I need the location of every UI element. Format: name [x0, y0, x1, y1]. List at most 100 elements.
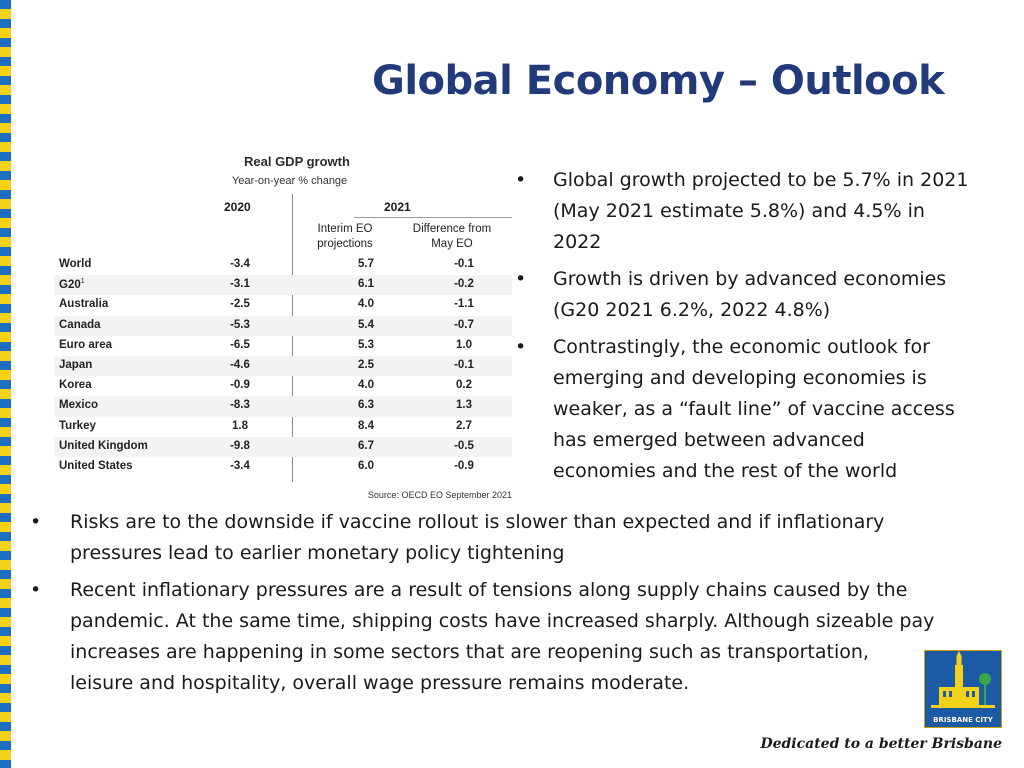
value-difference: -0.7: [454, 318, 474, 331]
table-row: Japan -4.6 2.5 -0.1: [54, 355, 512, 377]
value-difference: -0.1: [454, 258, 474, 270]
value-2020: -3.4: [230, 258, 250, 270]
table-row: United Kingdom -9.8 6.7 -0.5: [54, 436, 512, 457]
country-name: Australia: [59, 298, 108, 310]
table-subtitle: Year-on-year % change: [232, 175, 348, 187]
table-row: G201 -3.1 6.1 -0.2: [54, 275, 512, 296]
value-difference: -0.2: [454, 278, 474, 291]
value-2020: -6.5: [230, 338, 250, 351]
header-divider: [354, 217, 512, 218]
bullet-item: • Contrastingly, the economic outlook for…: [513, 332, 971, 487]
country-name: United States: [59, 460, 133, 472]
value-difference: 2.7: [456, 419, 472, 432]
column-header-interim-line1: Interim EO: [317, 223, 373, 235]
bullets-bottom: • Risks are to the downside if vaccine ro…: [28, 507, 938, 705]
logo-text: BRISBANE CITY: [933, 716, 993, 724]
country-label: Turkey: [59, 419, 96, 432]
value-interim-2021: 4.0: [358, 379, 374, 392]
value-interim-2021: 6.7: [358, 439, 374, 452]
bullet-item: • Risks are to the downside if vaccine ro…: [28, 507, 938, 569]
bullet-item: • Recent inflationary pressures are a res…: [28, 575, 938, 699]
country-label: Mexico: [59, 399, 98, 412]
country-name: Turkey: [59, 420, 96, 432]
value-interim-2021: 5.7: [358, 258, 374, 270]
table-row: Canada -5.3 5.4 -0.7: [54, 315, 512, 336]
table-title: Real GDP growth: [244, 154, 350, 169]
value-difference: -0.5: [454, 439, 474, 452]
bullet-text: Global growth projected to be 5.7% in 20…: [553, 169, 969, 253]
country-label: Euro area: [59, 338, 113, 351]
value-difference: -0.1: [454, 358, 474, 371]
column-header-interim-line2: projections: [317, 238, 373, 250]
table-row: World -3.4 5.7 -0.1: [54, 255, 512, 275]
country-label: United States: [59, 459, 133, 472]
country-label: G20: [59, 279, 81, 292]
bullet-icon: •: [515, 169, 527, 191]
country-name: World: [59, 258, 91, 270]
column-header-difference: Difference from May EO: [398, 222, 506, 252]
bullet-item: • Global growth projected to be 5.7% in 2…: [513, 165, 971, 258]
value-interim-2021: 8.4: [358, 419, 374, 432]
value-difference: -1.1: [454, 298, 474, 311]
value-2020: -3.1: [230, 278, 250, 291]
table-body: World -3.4 5.7 -0.1 G201 -3.1 6.1 -0.2 Australia…: [54, 255, 512, 477]
table-source: Source: OECD EO September 2021: [367, 490, 512, 500]
country-label: World: [59, 258, 92, 270]
column-header-difference-line1: Difference from: [412, 223, 492, 235]
country-name: G201: [59, 278, 85, 291]
table-row: United States -3.4 6.0 -0.9: [54, 457, 512, 477]
value-2020: -0.9: [230, 379, 250, 392]
country-label: Japan: [59, 358, 93, 371]
value-difference: -0.9: [454, 459, 474, 472]
country-name: United Kingdom: [59, 440, 148, 452]
brisbane-city-logo: BRISBANE CITY: [924, 650, 1002, 728]
value-interim-2021: 6.0: [358, 459, 374, 472]
value-interim-2021: 6.1: [358, 278, 374, 291]
table-row: Euro area -6.5 5.3 1.0: [54, 336, 512, 356]
country-label: Canada: [59, 318, 101, 331]
value-2020: -5.3: [230, 318, 250, 331]
country-name: Canada: [59, 319, 101, 331]
slide-title: Global Economy – Outlook: [372, 58, 945, 104]
header-2020: 2020: [224, 200, 251, 214]
value-2020: 1.8: [232, 419, 248, 432]
header-2021: 2021: [384, 200, 411, 214]
bullet-text: Risks are to the downside if vaccine rol…: [70, 511, 885, 564]
country-name: Euro area: [59, 339, 112, 351]
bullet-text: Recent inflationary pressures are a resu…: [70, 579, 935, 694]
bullet-item: • Growth is driven by advanced economies …: [513, 264, 971, 326]
value-2020: -9.8: [230, 439, 250, 452]
gdp-table: Real GDP growth Year-on-year % change 20…: [54, 150, 512, 500]
bullet-text: Growth is driven by advanced economies (…: [553, 268, 947, 321]
value-interim-2021: 2.5: [358, 358, 374, 371]
bullet-icon: •: [30, 511, 42, 533]
value-interim-2021: 5.4: [358, 318, 374, 331]
value-difference: 1.0: [456, 338, 472, 351]
country-label: United Kingdom: [59, 439, 148, 452]
bullet-icon: •: [30, 579, 42, 601]
value-2020: -8.3: [230, 399, 250, 412]
value-interim-2021: 6.3: [358, 399, 374, 412]
country-label: Korea: [59, 379, 92, 392]
bullet-icon: •: [515, 268, 527, 290]
column-header-interim: Interim EO projections: [302, 222, 388, 252]
city-hall-icon: [931, 651, 995, 708]
footnote-marker: 1: [80, 278, 85, 286]
decorative-left-border: [0, 0, 11, 768]
bullet-icon: •: [515, 336, 527, 358]
value-2020: -2.5: [230, 298, 250, 311]
country-name: Japan: [59, 359, 92, 371]
table-row: Mexico -8.3 6.3 1.3: [54, 396, 512, 417]
column-header-difference-line2: May EO: [431, 238, 473, 250]
bullets-right: • Global growth projected to be 5.7% in 2…: [513, 165, 971, 493]
value-2020: -3.4: [230, 459, 250, 472]
country-name: Mexico: [59, 399, 98, 411]
table-row: Korea -0.9 4.0 0.2: [54, 376, 512, 396]
table-row: Turkey 1.8 8.4 2.7: [54, 417, 512, 437]
value-difference: 0.2: [456, 379, 472, 392]
country-name: Korea: [59, 379, 92, 391]
tagline: Dedicated to a better Brisbane: [760, 736, 1002, 752]
value-interim-2021: 4.0: [358, 298, 374, 311]
value-2020: -4.6: [230, 358, 250, 371]
table-row: Australia -2.5 4.0 -1.1: [54, 295, 512, 315]
